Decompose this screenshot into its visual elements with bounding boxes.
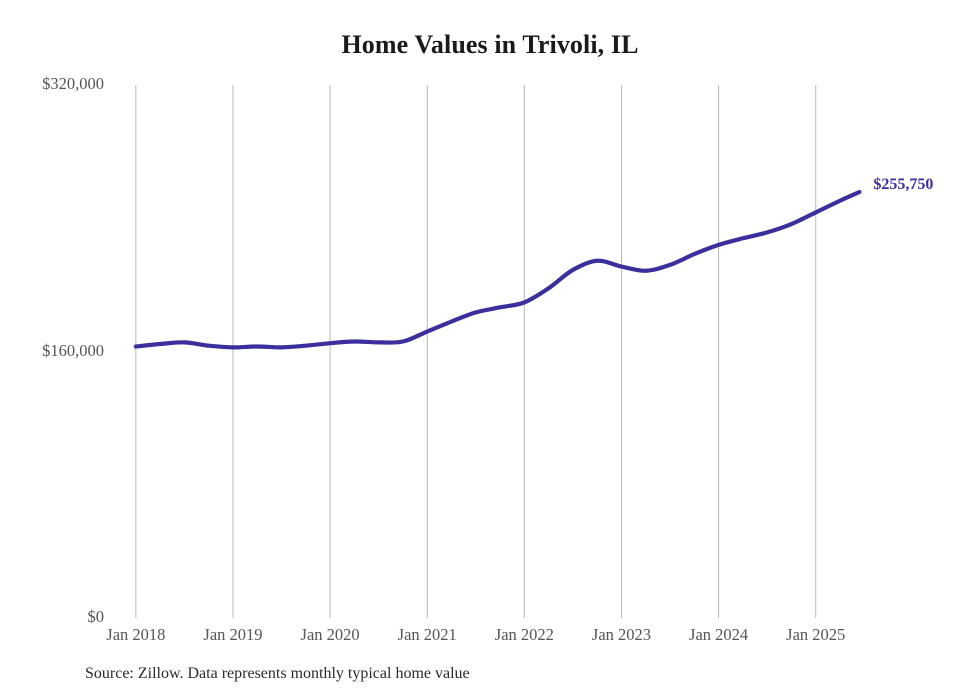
y-axis-tick-labels: $0 $160,000 $320,000 <box>0 0 104 699</box>
y-axis-tick-label: $160,000 <box>42 340 104 360</box>
x-axis-tick-label: Jan 2018 <box>106 625 166 644</box>
y-axis-tick-label: $320,000 <box>42 74 104 93</box>
x-axis-tick-label: Jan 2020 <box>300 625 360 644</box>
series-line-typical-home-value <box>133 189 862 350</box>
x-axis-tick-label: Jan 2024 <box>689 625 749 644</box>
y-axis-tick-label: $0 <box>87 607 105 626</box>
x-axis-tick-label: Jan 2021 <box>397 625 457 644</box>
x-axis-tick-label: Jan 2022 <box>494 625 554 644</box>
chart-title: Home Values in Trivoli, IL <box>341 30 639 59</box>
source-caption: Source: Zillow. Data represents monthly … <box>85 665 470 682</box>
x-axis-tick-label: Jan 2025 <box>786 625 846 644</box>
series-end-value-label: $255,750 <box>873 176 934 194</box>
gridlines-group <box>135 85 817 618</box>
x-axis-tick-label: Jan 2023 <box>591 625 652 644</box>
x-axis-tick-label: Jan 2019 <box>203 625 263 644</box>
